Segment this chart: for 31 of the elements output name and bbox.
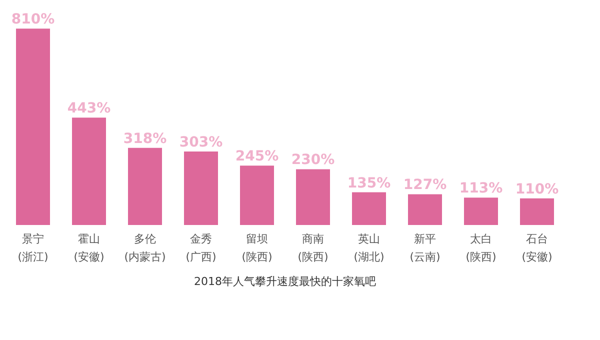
data-label: 318% — [123, 130, 167, 147]
x-tick-label: 太白 (陕西) — [466, 232, 496, 264]
data-label: 110% — [515, 181, 559, 198]
bar — [520, 198, 554, 225]
bar — [408, 194, 442, 225]
x-tick-label: 商南 (陕西) — [298, 232, 328, 264]
bar — [352, 192, 386, 225]
bar — [72, 118, 106, 225]
x-tick-label: 金秀 (广西) — [186, 232, 216, 264]
data-label: 113% — [459, 180, 503, 197]
x-tick-label: 景宁 (浙江) — [18, 232, 48, 264]
data-label: 443% — [67, 100, 111, 117]
x-tick-label: 多伦 (内蒙古) — [124, 232, 166, 264]
text: 2018年人气攀升速度最快的十家氧吧 — [194, 275, 376, 288]
bar — [464, 198, 498, 225]
bar — [184, 152, 218, 225]
x-tick-label: 霍山 (安徽) — [74, 232, 104, 264]
x-tick-label: 英山 (湖北) — [354, 232, 384, 264]
x-tick-label: 新平 (云南) — [410, 232, 440, 264]
bar — [128, 148, 162, 225]
x-tick-label: 留坝 (陕西) — [242, 232, 272, 264]
data-label: 127% — [403, 177, 447, 194]
data-label: 245% — [235, 148, 279, 165]
data-label: 303% — [179, 134, 223, 151]
data-label: 135% — [347, 175, 391, 192]
data-label: 230% — [291, 152, 335, 168]
data-label: 810% — [11, 12, 55, 28]
x-tick-label: 石台 (安徽) — [522, 232, 552, 264]
bar — [240, 166, 274, 225]
bar — [16, 28, 50, 225]
bar — [296, 169, 330, 225]
